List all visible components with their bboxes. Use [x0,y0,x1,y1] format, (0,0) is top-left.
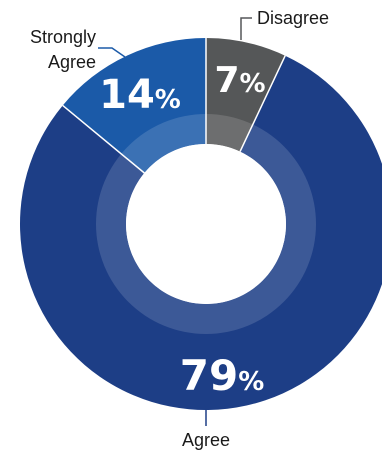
agree-percent-sign: % [238,367,264,397]
agree-percent-label: 79% [180,351,265,400]
disagree-percent-number: 7 [214,60,239,101]
strongly-agree-label-line1: Strongly [30,27,96,47]
strongly-agree-percent-number: 14 [99,72,155,118]
donut-hole [126,144,286,304]
donut-slices [20,38,382,410]
agree-percent-number: 79 [180,351,238,400]
strongly-agree-percent-sign: % [155,85,181,115]
strongly-agree-label-line2: Agree [48,52,96,72]
disagree-percent-label: 7% [214,60,265,101]
divider-strongly-agree [62,104,145,174]
agree-label: Agree [182,430,230,450]
slice-disagree [206,38,286,152]
disagree-percent-sign: % [240,69,266,99]
disagree-leader-line [240,17,252,40]
slice-strongly-agree [62,38,206,174]
slice-agree [20,55,382,410]
strongly-agree-percent-label: 14% [99,72,181,118]
slice-dividers [62,38,286,174]
divider-agree [239,55,286,152]
strongly-agree-leader-line [98,47,126,58]
disagree-label: Disagree [257,8,329,28]
